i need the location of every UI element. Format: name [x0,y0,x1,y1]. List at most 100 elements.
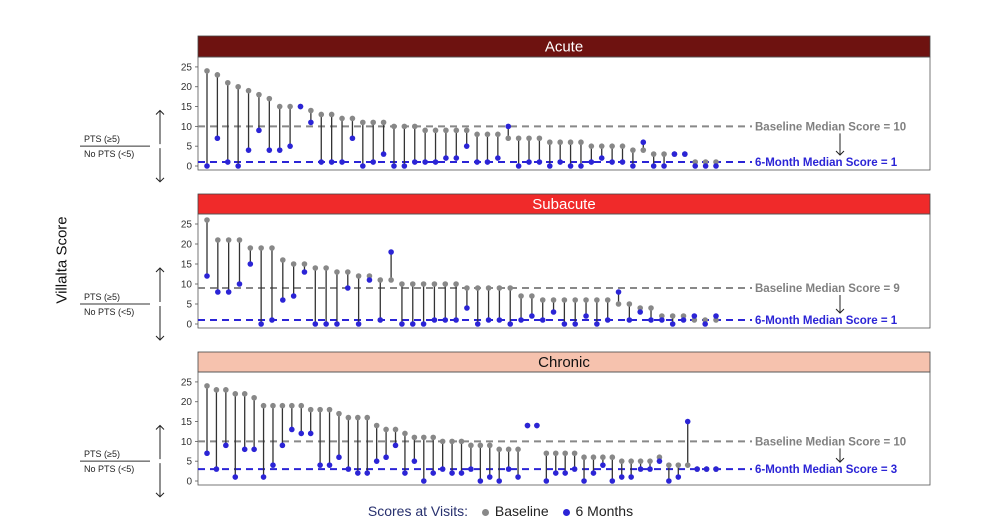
baseline-point [496,285,503,291]
baseline-point [650,151,657,157]
baseline-point [529,293,535,299]
legend-baseline-marker [481,508,489,516]
legend-six-months-marker [562,508,570,516]
baseline-point [339,115,345,122]
baseline-point [318,111,325,118]
six-month-point [626,317,633,323]
baseline-point [669,313,676,319]
baseline-point [507,285,514,291]
six-month-point [694,466,700,472]
baseline-point [618,458,625,464]
six-month-point [495,155,501,161]
six-month-point [713,313,719,319]
baseline-point [583,297,589,303]
baseline-point [449,438,455,445]
baseline-point [453,127,460,134]
six-month-point [557,159,563,165]
six-month-point [345,466,352,472]
six-month-point [297,103,304,110]
baseline-point [256,91,262,98]
baseline-point [392,426,399,433]
baseline-point [308,107,314,114]
baseline-point [659,313,665,319]
baseline-point [463,127,470,134]
plot-frame [197,213,931,329]
no-pts-label: No PTS (<5) [84,307,134,317]
six-month-point [583,313,589,319]
six-month-point [204,450,210,457]
six-month-point [204,273,210,279]
six-month-point [680,317,687,323]
six-month-point [630,163,636,169]
six-month-point [477,478,484,484]
baseline-point [640,147,647,153]
six-month-point [326,462,333,468]
y-tick-label: 25 [181,377,193,388]
baseline-point [336,410,342,417]
baseline-point [225,237,232,243]
baseline-point [355,414,361,421]
y-tick-label: 20 [181,82,193,93]
six-month-point [609,478,616,484]
six-month-point [432,159,439,165]
six-month-point [235,163,241,169]
six-month-point [505,466,512,472]
six-month-point [232,474,239,480]
six-month-point [266,147,273,153]
baseline-point [484,131,491,138]
y-tick-label: 10 [181,122,193,133]
six-month-point [336,454,342,461]
six-month-point [656,458,663,464]
six-month-point [463,143,470,149]
six-month-point [380,151,387,157]
six-month-point [301,269,308,275]
baseline-point [536,135,543,142]
six-month-point [486,474,493,480]
six-month-point [534,422,540,429]
baseline-point [235,83,241,90]
baseline-point [713,159,719,165]
baseline-point [430,434,437,441]
six-month-point [713,163,719,169]
baseline-point [486,442,493,449]
legend: Scores at Visits: Baseline 6 Months [0,503,1001,519]
baseline-point [312,265,319,271]
baseline-point [247,245,254,251]
baseline-point [675,462,682,468]
six-month-point [507,321,514,327]
baseline-point [260,402,267,409]
baseline-point [439,438,446,445]
baseline-point [344,269,351,275]
plot-frame [197,371,931,486]
baseline-point [383,426,389,433]
six-month-point [269,317,275,323]
no-pts-down-arrowhead [155,492,165,498]
six-month-point [258,321,264,327]
six-month-point [615,289,622,295]
six-month-point [370,159,377,165]
six-month-point [567,163,574,169]
six-month-point [675,474,682,480]
baseline-point [684,462,691,468]
six-month-point [224,159,231,165]
six-month-point [373,458,380,464]
six-month-point [439,466,446,472]
six-month-point [214,135,221,142]
baseline-point [326,406,333,413]
six-month-point [318,159,325,165]
baseline-point [364,414,371,421]
baseline-point [713,317,719,323]
baseline-point [317,406,323,413]
y-tick-label: 0 [186,320,192,331]
baseline-point [232,391,239,397]
six-month-point [468,466,474,472]
y-tick-label: 15 [181,260,193,271]
six-month-point [691,313,698,319]
baseline-point [495,131,501,138]
legend-baseline-label: Baseline [494,503,549,519]
panel-acute: Acute 0 5 10 15 20 25 PTS (≥5) No PTS (<5) Baseli… [80,35,931,183]
baseline-point [464,285,470,291]
baseline-point [661,151,667,157]
baseline-point [345,414,352,421]
panel-chronic: Chronic 0 5 10 15 20 25 PTS (≥5) No PTS (<5) Base… [80,351,931,498]
